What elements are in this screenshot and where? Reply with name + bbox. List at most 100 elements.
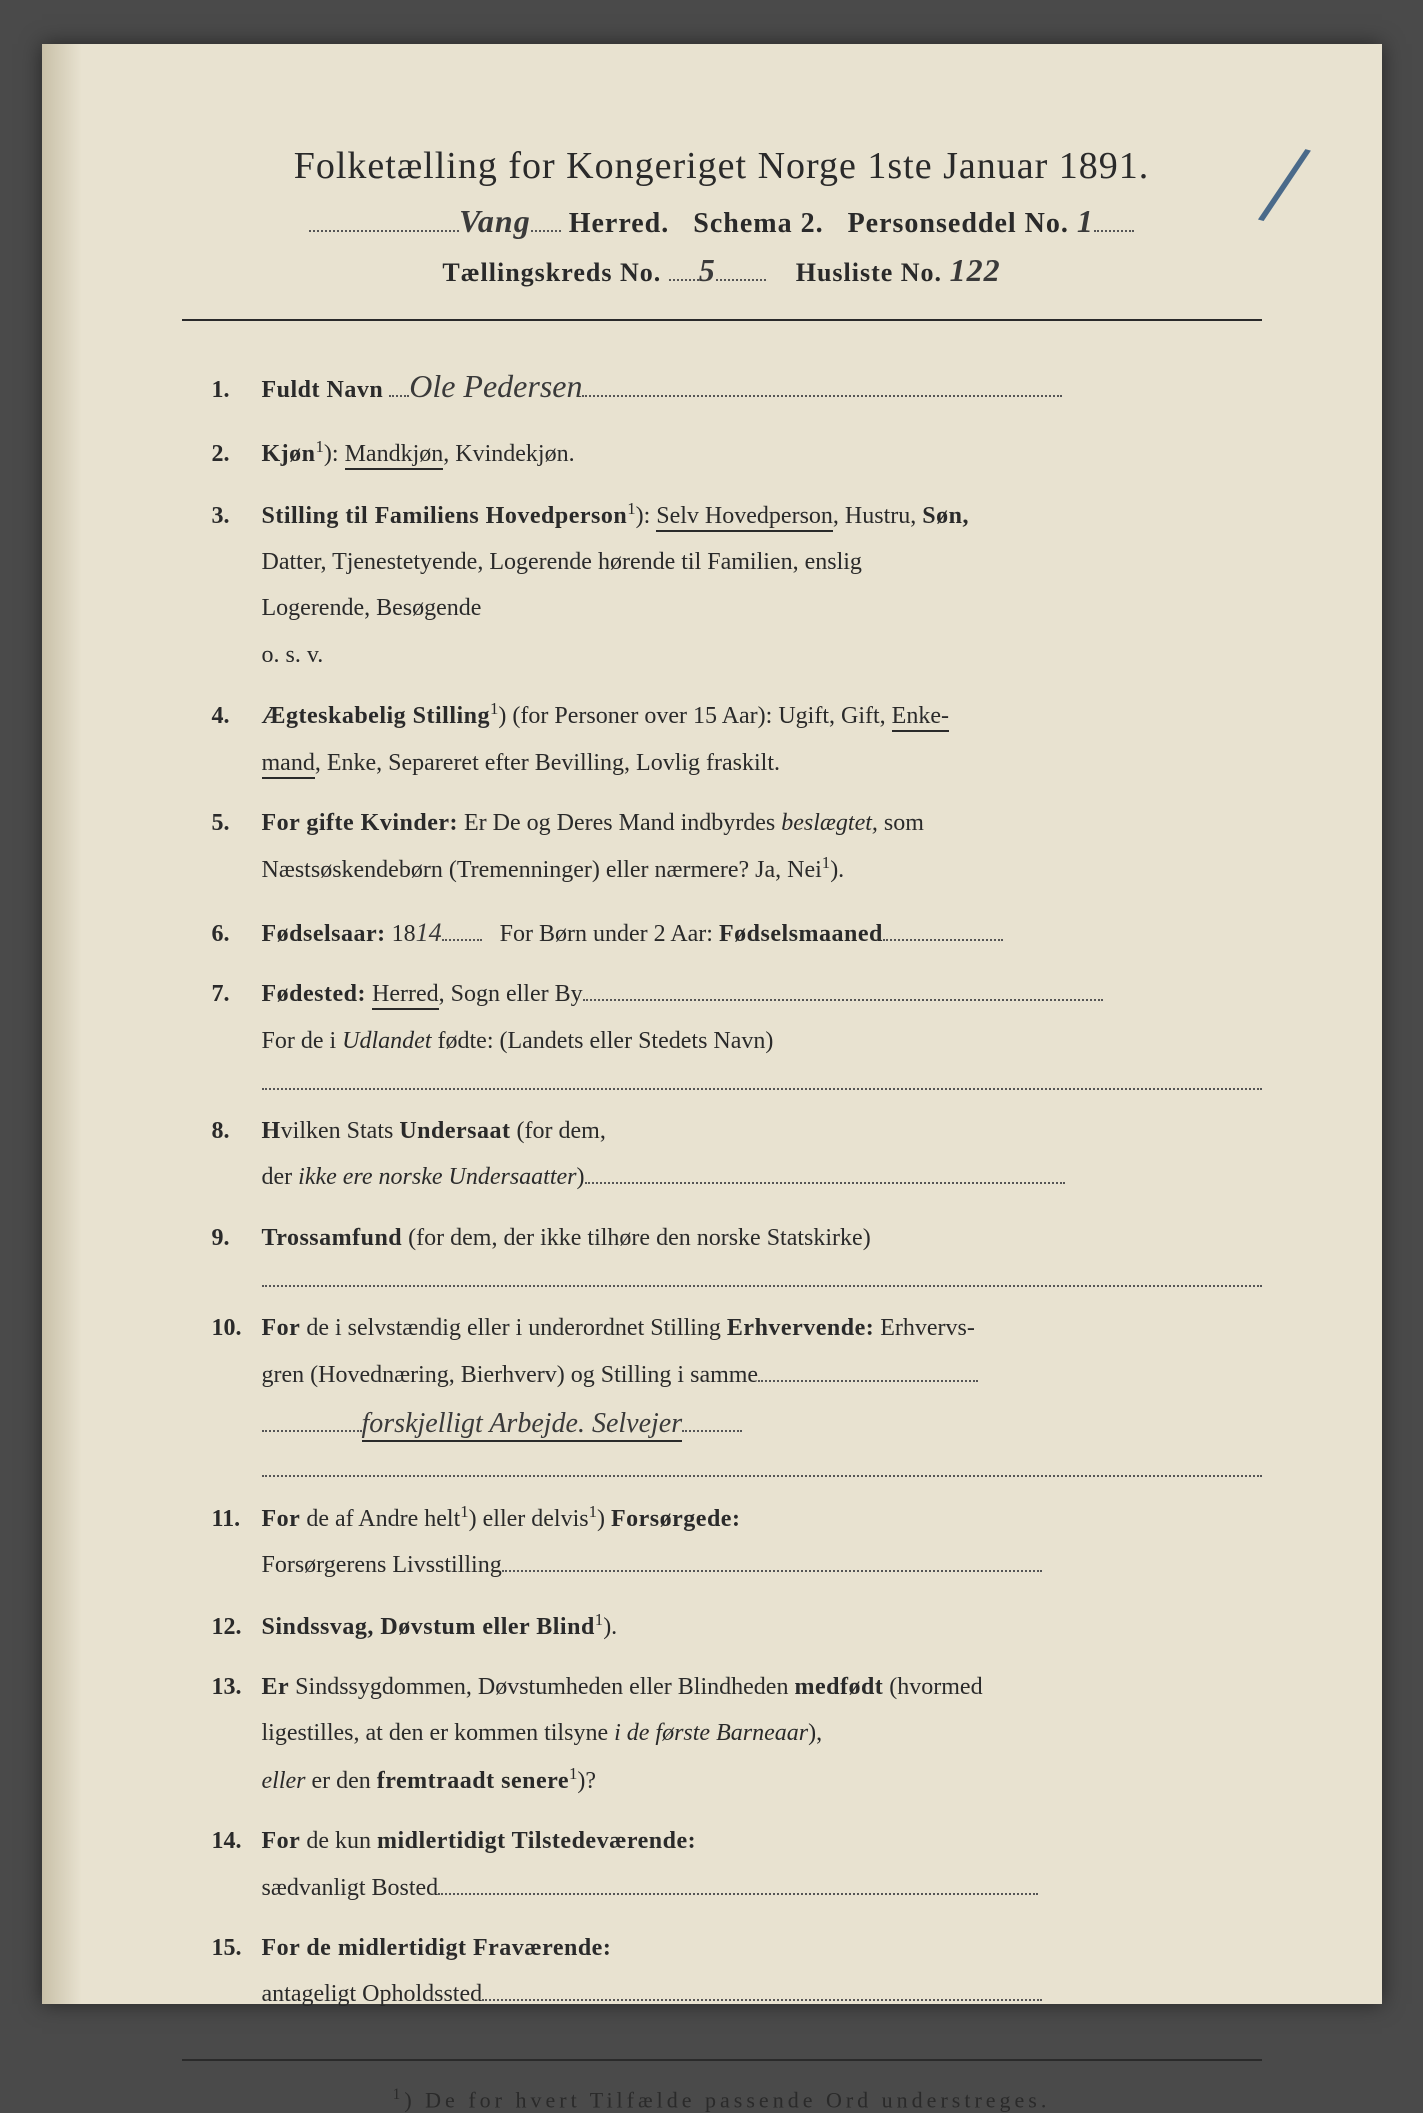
field-10-line2: gren (Hovednæring, Bierhverv) og Stillin…	[262, 1356, 1262, 1394]
personseddel-value: 1	[1077, 203, 1094, 239]
census-form-page: / Folketælling for Kongeriget Norge 1ste…	[42, 44, 1382, 2004]
field-6: 6. Fødselsaar: 1814 For Børn under 2 Aar…	[212, 912, 1262, 954]
field-8: 8. Hvilken Stats Undersaat (for dem,	[212, 1112, 1262, 1150]
header-divider	[182, 319, 1262, 321]
field-num-7: 7.	[212, 975, 262, 1013]
field-num-4: 4.	[212, 697, 262, 735]
field-label-4: Ægteskabelig Stilling	[262, 703, 491, 729]
field-13: 13. Er Sindssygdommen, Døvstumheden elle…	[212, 1668, 1262, 1706]
field-num-13: 13.	[212, 1668, 262, 1706]
field-3-line2: Datter, Tjenestetyende, Logerende hørend…	[262, 543, 1262, 581]
field-10-value: forskjelligt Arbejde. Selvejer	[362, 1408, 683, 1442]
field-1: 1. Fuldt Navn Ole Pedersen	[212, 361, 1262, 412]
field-num-15: 15.	[212, 1929, 262, 1967]
subtitle-row-2: Tællingskreds No. 5 Husliste No. 122	[182, 252, 1262, 289]
herred-value: Vang	[459, 203, 531, 239]
field-num-11: 11.	[212, 1500, 262, 1538]
field-4: 4. Ægteskabelig Stilling1) (for Personer…	[212, 696, 1262, 735]
field-num-14: 14.	[212, 1822, 262, 1860]
field-10-blank-line	[262, 1475, 1262, 1477]
field-1-value: Ole Pedersen	[409, 368, 582, 404]
footnote-text: ) De for hvert Tilfælde passende Ord und…	[404, 2087, 1050, 2112]
field-13-bold: medfødt	[794, 1674, 883, 1700]
field-13-line3: eller er den fremtraadt senere1)?	[262, 1761, 1262, 1800]
field-7-selected: Herred	[372, 981, 439, 1010]
field-8-line2: der ikke ere norske Undersaatter)	[262, 1158, 1262, 1196]
field-8-bold: Undersaat	[399, 1118, 510, 1144]
field-13-paren: (hvormed	[889, 1674, 982, 1700]
footer-divider	[182, 2059, 1262, 2061]
field-15-pre: For	[262, 1935, 301, 1961]
field-11-mid: de af Andre helt	[306, 1506, 460, 1532]
field-num-2: 2.	[212, 435, 262, 473]
field-3: 3. Stilling til Familiens Hovedperson1):…	[212, 496, 1262, 535]
field-label-5: For gifte Kvinder:	[262, 810, 459, 836]
field-2-selected: Mandkjøn	[345, 441, 444, 470]
field-10-pre: For	[262, 1315, 301, 1341]
field-10: 10. For de i selvstændig eller i underor…	[212, 1309, 1262, 1347]
field-label-12: Sindssvag, Døvstum eller Blind	[262, 1614, 595, 1640]
field-7-blank-line	[262, 1088, 1262, 1090]
field-label-9: Trossamfund	[262, 1225, 403, 1251]
husliste-value: 122	[950, 252, 1001, 288]
field-num-8: 8.	[212, 1112, 262, 1150]
field-9-blank-line	[262, 1285, 1262, 1287]
field-3-line4: o. s. v.	[262, 636, 1262, 674]
field-num-5: 5.	[212, 804, 262, 842]
field-num-10: 10.	[212, 1309, 262, 1347]
field-15: 15. For de midlertidigt Fraværende:	[212, 1929, 1262, 1967]
field-6-year-value: 14	[416, 918, 442, 947]
form-title: Folketælling for Kongeriget Norge 1ste J…	[182, 144, 1262, 188]
field-15-line2: antageligt Opholdssted	[262, 1975, 1262, 2013]
field-6-year-prefix: 18	[392, 921, 416, 947]
form-header: Folketælling for Kongeriget Norge 1ste J…	[182, 144, 1262, 321]
field-num-6: 6.	[212, 915, 262, 953]
field-8-h: H	[262, 1118, 281, 1144]
field-9: 9. Trossamfund (for dem, der ikke tilhør…	[212, 1219, 1262, 1257]
field-14-line2: sædvanligt Bosted	[262, 1869, 1262, 1907]
field-14-mid: de kun	[306, 1828, 371, 1854]
field-label-6: Fødselsaar:	[262, 921, 386, 947]
field-11-bold: Forsørgede:	[611, 1506, 740, 1532]
taellingskreds-label: Tællingskreds No.	[442, 258, 661, 287]
schema-label: Schema 2.	[693, 208, 823, 239]
herred-label: Herred.	[569, 208, 670, 239]
field-13-line2: ligestilles, at den er kommen tilsyne i …	[262, 1714, 1262, 1752]
personseddel-label: Personseddel No.	[848, 208, 1069, 239]
field-7: 7. Fødested: Herred, Sogn eller By	[212, 975, 1262, 1013]
field-label-3: Stilling til Familiens Hovedperson	[262, 503, 628, 529]
field-13-pre: Er	[262, 1674, 290, 1700]
field-14: 14. For de kun midlertidigt Tilstedevære…	[212, 1822, 1262, 1860]
field-7-line2: For de i Udlandet fødte: (Landets eller …	[262, 1022, 1262, 1060]
field-8-mid: vilken Stats	[281, 1118, 394, 1144]
field-12: 12. Sindssvag, Døvstum eller Blind1).	[212, 1607, 1262, 1646]
field-10-handwritten-line: forskjelligt Arbejde. Selvejer	[262, 1402, 1262, 1447]
field-5-italic: beslægtet,	[781, 810, 878, 836]
field-num-12: 12.	[212, 1608, 262, 1646]
herred-prefix-dots	[309, 230, 459, 232]
field-num-9: 9.	[212, 1219, 262, 1257]
field-5: 5. For gifte Kvinder: Er De og Deres Man…	[212, 804, 1262, 842]
subtitle-row-1: Vang Herred. Schema 2. Personseddel No. …	[182, 203, 1262, 240]
field-14-bold: midlertidigt Tilstedeværende:	[377, 1828, 696, 1854]
field-11: 11. For de af Andre helt1) eller delvis1…	[212, 1499, 1262, 1538]
field-13-text1: Sindssygdommen, Døvstumheden eller Blind…	[295, 1674, 788, 1700]
field-10-mid: de i selvstændig eller i underordnet Sti…	[306, 1315, 721, 1341]
field-4-selected-2: mand	[262, 750, 315, 779]
field-11-pre: For	[262, 1506, 301, 1532]
field-4-line2: mand, Enke, Separeret efter Bevilling, L…	[262, 744, 1262, 782]
field-num-1: 1.	[212, 371, 262, 409]
field-label-7: Fødested:	[262, 981, 366, 1007]
field-3-line3: Logerende, Besøgende	[262, 589, 1262, 627]
field-11-mid2: ) eller delvis	[469, 1506, 589, 1532]
husliste-label: Husliste No.	[796, 258, 942, 287]
field-6-text2: For Børn under 2 Aar:	[500, 921, 713, 947]
field-3-selected: Selv Hovedperson	[656, 503, 833, 532]
field-num-3: 3.	[212, 497, 262, 535]
field-4-paren: (for Personer over 15 Aar):	[512, 703, 772, 729]
field-10-text1: Erhvervs-	[880, 1315, 975, 1341]
field-8-paren: (for dem,	[517, 1118, 606, 1144]
field-4-selected-1: Enke-	[892, 703, 949, 732]
field-15-bold: de midlertidigt Fraværende:	[306, 1935, 611, 1961]
footnote: 1) De for hvert Tilfælde passende Ord un…	[182, 2086, 1262, 2113]
